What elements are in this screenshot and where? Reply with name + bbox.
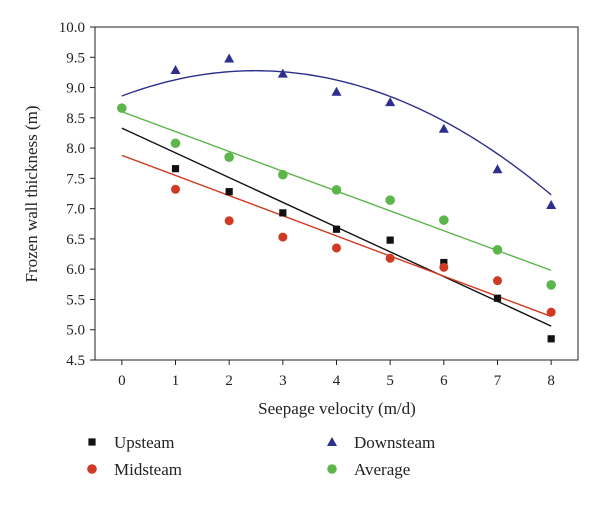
upsteam-legend-label: Upsteam [114,433,174,452]
x-tick-label: 3 [279,373,287,389]
y-tick-label: 4.5 [66,353,85,369]
downsteam-fit-curve [121,70,552,196]
upsteam-point [493,294,502,302]
y-axis-title: Frozen wall thickness (m) [22,105,41,282]
downsteam-legend-label: Downsteam [354,433,435,452]
x-tick-label: 5 [386,373,394,389]
upsteam-point [225,188,233,196]
y-tick-label: 8.0 [66,141,85,157]
downsteam-point [277,68,288,78]
y-tick-label: 5.0 [66,323,85,339]
upsteam-legend-marker [88,438,96,446]
x-tick-label: 8 [547,373,555,389]
midsteam-point [171,184,180,194]
downsteam-point [224,53,235,63]
upsteam-point [386,236,394,244]
y-tick-label: 7.0 [66,202,85,218]
downsteam-point [331,86,342,96]
y-tick-label: 5.5 [66,292,85,308]
downsteam-legend-marker [327,437,337,446]
y-tick-label: 8.5 [66,111,85,127]
average-point [546,280,556,290]
downsteam-point [492,164,503,174]
average-point [492,245,503,255]
y-tick-label: 9.5 [66,50,85,66]
y-tick-label: 6.5 [66,232,85,248]
x-tick-label: 4 [333,373,341,389]
x-tick-label: 0 [118,373,126,389]
midsteam-point [332,243,341,253]
average-point [224,152,234,162]
midsteam-fit-line [121,154,552,318]
x-tick-label: 7 [494,373,502,389]
average-point [331,185,342,195]
midsteam-point [546,307,556,317]
y-tick-label: 10.0 [59,20,85,36]
average-point [385,195,395,205]
downsteam-point [546,200,557,210]
upsteam-point [171,165,180,173]
data-points [117,53,557,343]
axis-ticks: 0 1 2 3 4 5 6 7 8 4.5 5.0 5.5 6.0 6.5 7.0 7.5 8.0 8.5 9.0 9… [59,20,555,389]
legend: Upsteam Midsteam Downsteam Average [87,433,435,479]
y-tick-label: 9.0 [66,81,85,97]
downsteam-point [385,97,396,107]
upsteam-point [440,258,448,267]
average-legend-marker [327,464,337,474]
midsteam-point [493,276,502,286]
y-tick-label: 7.5 [66,171,85,187]
midsteam-point [439,262,449,272]
average-point [170,138,181,149]
midsteam-point [278,232,288,242]
y-tick-label: 6.0 [66,262,85,278]
x-tick-label: 6 [440,373,448,389]
upsteam-point [279,209,287,217]
trend-lines [121,70,552,327]
midsteam-point [224,216,234,226]
average-point [439,215,449,225]
average-legend-label: Average [354,460,410,479]
upsteam-point [332,225,341,233]
midsteam-legend-marker [87,464,97,474]
x-tick-label: 2 [225,373,233,389]
average-point [117,103,127,113]
midsteam-legend-label: Midsteam [114,460,182,479]
midsteam-point [385,253,395,263]
upsteam-point [547,335,555,343]
x-tick-label: 1 [172,373,180,389]
x-axis-title: Seepage velocity (m/d) [258,399,416,418]
downsteam-point [438,123,449,133]
downsteam-point [170,64,181,74]
average-point [278,169,288,180]
